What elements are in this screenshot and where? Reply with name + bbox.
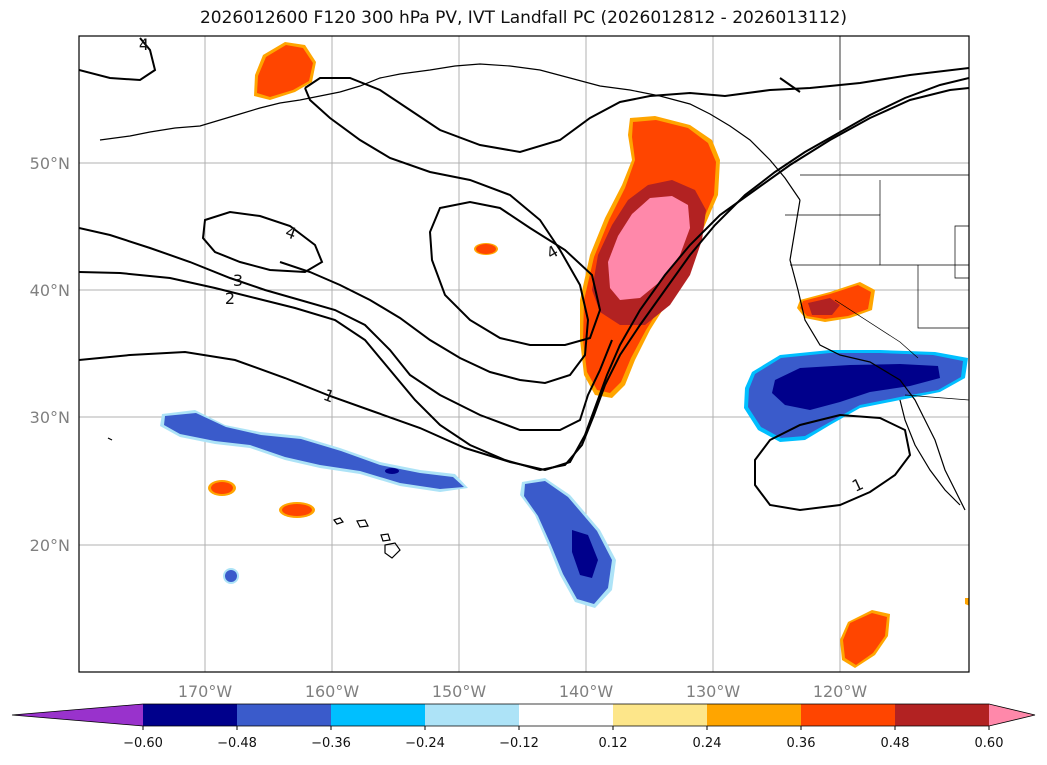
contour-ridge [304,67,969,154]
colorbar-tick-label: −0.24 [405,736,445,751]
lat-label: 50°N [30,154,70,173]
lon-label: 130°W [686,682,741,701]
colorbar-tick-label: −0.12 [499,736,539,751]
colorbar-segment [519,704,614,726]
contour-2 [79,77,969,472]
negative-anomaly-fills [160,350,968,608]
contour-4-topleft [79,37,157,82]
ar-plume-peak [608,196,690,300]
coastlines [99,63,966,559]
lat-label: 20°N [30,536,70,555]
lat-label: 30°N [30,408,70,427]
colorbar-segment [143,704,238,726]
colorbar-segment [425,704,520,726]
lon-label: 120°W [813,682,868,701]
country-state-borders [785,36,969,401]
positive-anomaly-fills [208,42,969,668]
lon-label: 170°W [178,682,233,701]
colorbar-extend-low [12,704,143,726]
colorbar-tick-label: −0.36 [311,736,351,751]
colorbar-segment [707,704,802,726]
contour-3 [79,227,613,431]
contour-label: 2 [225,289,235,308]
contour-label: 4 [139,35,149,54]
pv-contours [79,37,969,512]
lon-label: 150°W [432,682,487,701]
contour-4-central [428,200,602,346]
colorbar-segment [895,704,990,726]
lon-label: 140°W [559,682,614,701]
colorbar-tick-label: 0.60 [975,736,1004,751]
contour-4-west [201,210,324,274]
colorbar-extend-high [989,704,1035,726]
colorbar-tick-label: −0.48 [217,736,257,751]
colorbar-tick-label: −0.60 [123,736,163,751]
latitude-labels: 50°N 40°N 30°N 20°N [30,154,70,555]
contour-1-west [79,87,969,472]
colorbar-tick-label: 0.24 [693,736,722,751]
contour-label: 3 [233,271,243,290]
colorbar-tick-label: 0.12 [599,736,628,751]
map-border [78,35,970,673]
colorbar-segment [331,704,426,726]
contour-1-east [754,413,912,512]
colorbar-tick-label: 0.36 [787,736,816,751]
colorbar-segment [613,704,708,726]
colorbar-segment [801,704,896,726]
colorbar: −0.60 −0.48 −0.36 −0.24 −0.12 0.12 0.24 0.36 0.4… [11,703,1036,751]
map-title: 2026012600 F120 300 hPa PV, IVT Landfall… [199,8,847,28]
longitude-labels: 170°W 160°W 150°W 140°W 130°W 120°W [178,682,868,701]
colorbar-segment [237,704,332,726]
lat-label: 40°N [30,281,70,300]
lon-label: 160°W [305,682,360,701]
colorbar-tick-label: 0.48 [881,736,910,751]
